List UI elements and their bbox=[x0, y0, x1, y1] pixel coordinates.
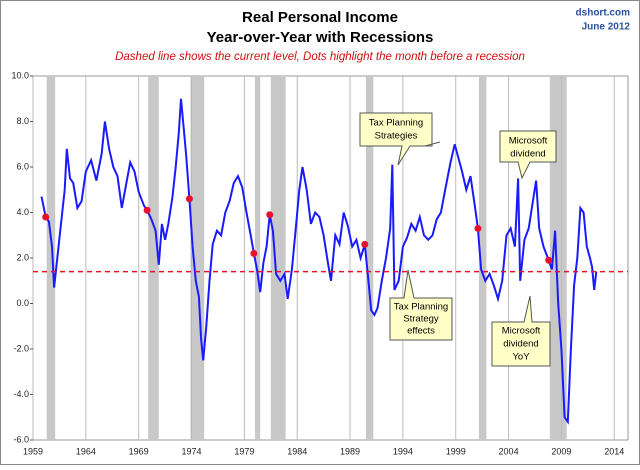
recession-dot bbox=[42, 213, 50, 221]
recession-band bbox=[190, 76, 205, 440]
x-tick-label: 1989 bbox=[340, 446, 360, 456]
annotation: Microsoft bbox=[509, 136, 548, 147]
date: June 2012 bbox=[582, 22, 631, 33]
recession-dot bbox=[266, 211, 274, 219]
recession-band bbox=[478, 76, 487, 440]
x-tick-label: 2014 bbox=[604, 446, 624, 456]
annotation: dividend bbox=[510, 149, 545, 160]
x-tick-label: 2009 bbox=[551, 446, 571, 456]
x-tick-label: 1999 bbox=[446, 446, 466, 456]
recession-dot bbox=[545, 256, 553, 264]
recession-dot bbox=[474, 224, 482, 232]
annotation: Tax Planning bbox=[369, 118, 423, 129]
x-tick-label: 1959 bbox=[23, 446, 43, 456]
recession-band bbox=[270, 76, 286, 440]
recession-band bbox=[549, 76, 567, 440]
y-tick-label: 6.0 bbox=[16, 161, 29, 171]
y-tick-label: 8.0 bbox=[16, 116, 29, 126]
y-tick-label: 2.0 bbox=[16, 252, 29, 262]
callout-box bbox=[491, 295, 551, 367]
data-line bbox=[40, 98, 598, 425]
callout-pointer bbox=[424, 141, 441, 147]
annotation: Tax Planning bbox=[394, 302, 448, 313]
recession-band bbox=[365, 76, 374, 440]
y-tick-label: -2.0 bbox=[13, 343, 29, 353]
y-tick-label: 4.0 bbox=[16, 207, 29, 217]
recession-dot bbox=[143, 206, 151, 214]
annotation: Microsoft bbox=[502, 326, 541, 337]
x-tick-label: 1974 bbox=[182, 446, 202, 456]
recession-band bbox=[148, 76, 159, 440]
recession-dot bbox=[185, 195, 193, 203]
callout-box bbox=[359, 112, 433, 166]
chart-subtitle: Year-over-Year with Recessions bbox=[207, 29, 434, 46]
y-tick-label: -6.0 bbox=[13, 434, 29, 444]
y-tick-label: 10.0 bbox=[11, 70, 29, 80]
callout-box bbox=[499, 130, 557, 180]
callout-box bbox=[389, 269, 453, 341]
y-tick-label: 0.0 bbox=[16, 298, 29, 308]
x-tick-label: 1969 bbox=[129, 446, 149, 456]
recession-dot bbox=[250, 249, 258, 257]
x-tick-label: 2004 bbox=[499, 446, 519, 456]
recession-band bbox=[254, 76, 261, 440]
annotation: effects bbox=[407, 326, 435, 337]
annotation: Strategy bbox=[403, 314, 439, 325]
source: dshort.com bbox=[576, 8, 631, 19]
note: Dashed line shows the current level, Dot… bbox=[115, 51, 525, 63]
recession-dot bbox=[361, 240, 369, 248]
annotation: Strategies bbox=[375, 131, 418, 142]
chart-title: Real Personal Income bbox=[242, 9, 398, 26]
annotation: YoY bbox=[512, 352, 530, 363]
x-tick-label: 1979 bbox=[234, 446, 254, 456]
recession-band bbox=[46, 76, 56, 440]
x-tick-label: 1964 bbox=[76, 446, 96, 456]
callouts: Tax Planning Strategies Microsoft divide… bbox=[359, 112, 557, 367]
x-tick-label: 1994 bbox=[393, 446, 413, 456]
annotation: dividend bbox=[503, 339, 538, 350]
x-tick-label: 1984 bbox=[287, 446, 307, 456]
plot: 1959 1964 1969 1974 1979 1984 1989 1994 1999 2004… bbox=[11, 70, 629, 456]
y-tick-label: -4.0 bbox=[13, 389, 29, 399]
